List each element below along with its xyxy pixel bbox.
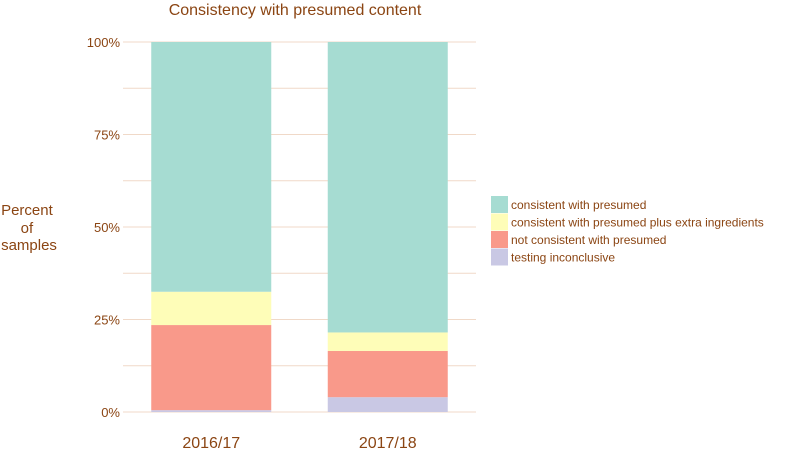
- bar-segment: [151, 42, 272, 292]
- y-tick-label: 100%: [87, 35, 121, 50]
- legend-label: not consistent with presumed: [511, 233, 666, 247]
- bar-segment: [151, 325, 272, 411]
- y-axis-label: Percent of samples: [1, 202, 57, 254]
- y-tick-label: 75%: [94, 128, 120, 143]
- y-axis-label-line-3: samples: [1, 237, 57, 254]
- x-tick-label: 2017/18: [359, 435, 417, 450]
- chart-title: Consistency with presumed content: [169, 2, 422, 19]
- y-axis-label-line-1: Percent: [1, 202, 54, 219]
- bar-segment: [327, 332, 448, 351]
- legend-swatch: [491, 248, 508, 266]
- legend-label: consistent with presumed: [511, 198, 646, 212]
- y-tick-label: 0%: [101, 405, 120, 420]
- bars: [151, 42, 448, 412]
- x-tick-label: 2016/17: [182, 435, 240, 450]
- legend-swatch: [491, 213, 508, 231]
- legend-swatch: [491, 196, 508, 213]
- y-axis-label-line-2: of: [21, 220, 34, 237]
- y-tick-label: 50%: [94, 220, 120, 235]
- legend-swatch: [491, 231, 508, 248]
- bar-segment: [327, 42, 448, 333]
- y-tick-label: 25%: [94, 313, 120, 328]
- legend-label: consistent with presumed plus extra ingr…: [511, 216, 764, 230]
- bar-segment: [327, 397, 448, 412]
- bar-segment: [327, 350, 448, 398]
- bar-segment: [151, 291, 272, 326]
- bar-segment: [151, 410, 272, 412]
- legend-label: testing inconclusive: [511, 251, 615, 265]
- legend: consistent with presumed consistent with …: [491, 196, 764, 266]
- axis-ticks: 0% 25% 50% 75% 100% 2016/17 2017/18: [87, 35, 417, 450]
